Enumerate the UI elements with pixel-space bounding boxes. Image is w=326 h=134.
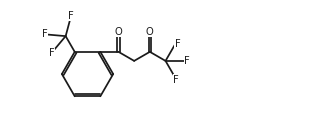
Text: O: O	[115, 27, 122, 37]
Text: F: F	[184, 56, 189, 66]
Text: F: F	[173, 75, 178, 85]
Text: F: F	[174, 39, 180, 49]
Text: F: F	[49, 48, 55, 58]
Text: F: F	[42, 29, 48, 39]
Text: O: O	[146, 27, 154, 37]
Text: F: F	[68, 11, 74, 21]
